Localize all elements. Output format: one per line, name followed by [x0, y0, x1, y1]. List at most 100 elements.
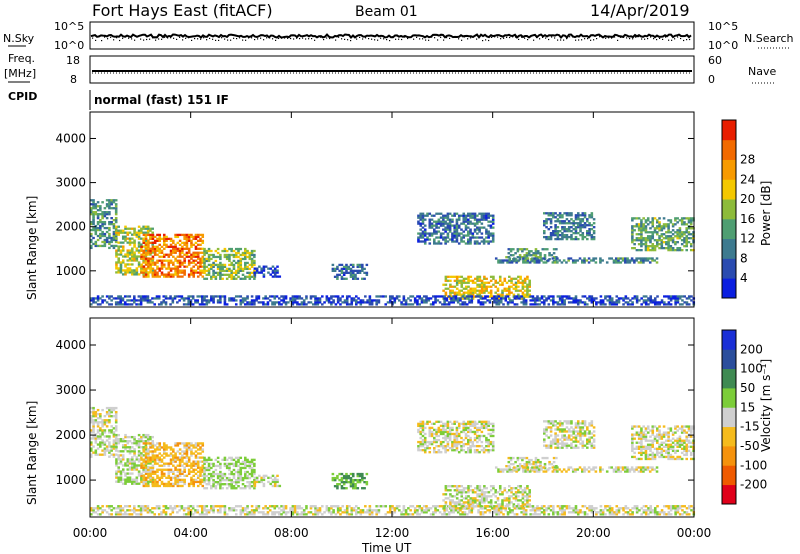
power-cell [142, 275, 146, 278]
power-cell [687, 221, 691, 224]
power-cell [510, 279, 513, 282]
power-cell [201, 275, 205, 278]
power-cell [626, 297, 630, 300]
velocity-cell [199, 482, 202, 486]
power-cell [567, 226, 571, 229]
power-cell [642, 225, 645, 228]
velocity-cell [216, 474, 220, 478]
power-cell [164, 301, 168, 304]
power-cell [92, 215, 95, 218]
velocity-cell [426, 446, 429, 450]
power-cell [90, 211, 93, 214]
velocity-cell [192, 464, 195, 467]
power-cell [121, 261, 125, 264]
power-cell [244, 299, 247, 302]
power-cell [205, 269, 209, 273]
power-cell [583, 257, 586, 260]
power-cell [667, 245, 670, 248]
power-cell [561, 299, 564, 302]
velocity-cell [480, 430, 484, 434]
power-cell [489, 220, 493, 223]
power-cell [228, 263, 231, 267]
power-cell [191, 303, 195, 306]
power-cell [444, 242, 447, 245]
velocity-cell [185, 474, 189, 478]
velocity-cell [158, 478, 162, 482]
power-cell [137, 241, 141, 244]
power-cell [574, 261, 577, 264]
power-cell [187, 261, 191, 264]
velocity-cell [267, 476, 270, 480]
power-cell [444, 287, 448, 290]
power-cell [430, 226, 434, 229]
power-cell [205, 273, 209, 276]
power-cell [183, 247, 186, 250]
velocity-cell [483, 493, 486, 496]
power-cell [160, 265, 164, 268]
power-cell [469, 212, 472, 215]
power-cell [266, 301, 270, 304]
power-cell [543, 254, 547, 257]
power-cell [139, 301, 143, 304]
power-cell [364, 301, 367, 304]
velocity-cell [232, 474, 236, 478]
power-cell [449, 275, 452, 278]
power-cell [467, 220, 470, 223]
power-cell [131, 269, 134, 272]
velocity-cell [505, 491, 509, 494]
power-cell [262, 301, 265, 304]
power-cell [131, 251, 134, 254]
power-cell [676, 247, 679, 250]
noise-search-dot [563, 39, 565, 41]
power-cell [487, 230, 490, 233]
velocity-cell [176, 482, 180, 486]
velocity-cell [158, 448, 162, 451]
power-cell [115, 237, 118, 240]
power-cell [579, 233, 582, 237]
velocity-cell [487, 444, 490, 448]
power-cell [669, 248, 673, 252]
power-cell [115, 255, 118, 258]
velocity-cell [187, 472, 191, 475]
power-cell [617, 301, 621, 304]
velocity-cell [172, 476, 175, 480]
power-cell [579, 228, 582, 231]
power-cell [391, 297, 394, 300]
power-cell [363, 277, 366, 280]
power-cell [614, 261, 618, 264]
power-cell [119, 269, 123, 272]
velocity-cell [480, 434, 484, 438]
power-cell [219, 271, 222, 274]
velocity-cell [178, 484, 182, 488]
power-cell [212, 253, 215, 257]
velocity-cell [201, 478, 205, 482]
power-cell [590, 297, 594, 300]
power-cell [478, 220, 481, 223]
velocity-cell [492, 493, 495, 496]
power-cell [635, 248, 639, 252]
power-cell [646, 248, 650, 252]
power-cell [183, 233, 186, 237]
power-cell [225, 253, 229, 257]
power-cell [114, 211, 118, 214]
velocity-cell [219, 487, 222, 490]
power-cell [502, 297, 505, 300]
power-cell [253, 255, 256, 259]
power-cell [439, 236, 443, 239]
noise-search-dot [281, 37, 283, 39]
power-cell [443, 299, 446, 302]
noise-search-dot [362, 38, 364, 40]
velocity-cell [228, 472, 231, 476]
power-cell [144, 241, 148, 244]
power-cell [207, 301, 211, 304]
power-cell [221, 265, 224, 269]
power-cell [244, 261, 247, 265]
power-cell [110, 203, 113, 206]
velocity-cell [203, 470, 206, 474]
velocity-cell [151, 472, 155, 475]
velocity-cell [485, 444, 488, 448]
power-cell [147, 245, 150, 248]
velocity-cell [147, 458, 150, 461]
power-cell [476, 236, 479, 239]
velocity-cell [462, 420, 466, 423]
